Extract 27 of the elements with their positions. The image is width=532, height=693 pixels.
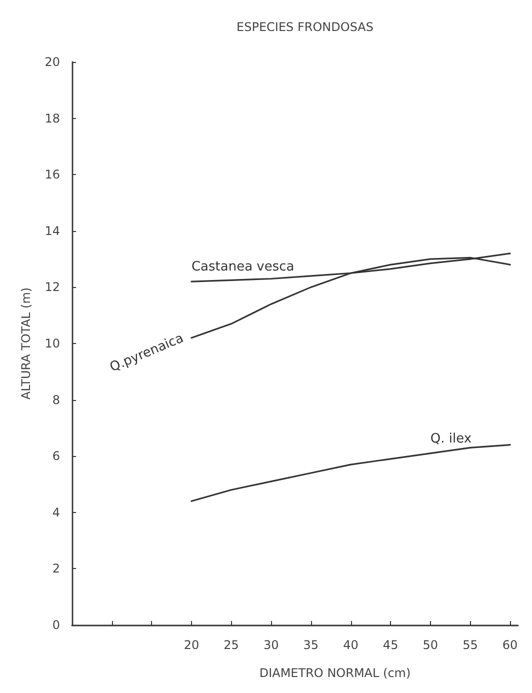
x-axis-title: DIAMETRO NORMAL (cm) [259, 666, 411, 680]
x-tick-label: 20 [184, 638, 200, 652]
x-tick-label: 60 [502, 638, 518, 652]
y-tick-label: 8 [52, 392, 60, 407]
x-tick-label: 50 [422, 638, 438, 652]
y-tick-label: 0 [52, 618, 60, 632]
chart-title: ESPECIES FRONDOSAS [236, 20, 374, 34]
y-tick-label: 20 [44, 55, 60, 69]
y-tick-label: 14 [44, 224, 60, 238]
x-tick-label: 25 [224, 638, 239, 652]
y-tick-label: 2 [52, 562, 60, 576]
y-tick-label: 10 [44, 336, 60, 350]
x-tick-label: 40 [343, 638, 358, 652]
line-series [190, 444, 511, 502]
y-tick-label: 6 [52, 449, 60, 464]
series-label: Castanea vesca [191, 260, 294, 275]
y-tick-label: 18 [44, 111, 60, 126]
y-tick-label: 16 [44, 168, 60, 182]
line-series [190, 256, 511, 339]
x-tick-label: 30 [263, 638, 279, 652]
x-tick-label: 45 [382, 638, 398, 652]
y-tick-label: 12 [44, 280, 60, 294]
x-tick-label: 55 [462, 638, 478, 652]
y-tick-label: 4 [52, 505, 60, 520]
y-axis-title: ALTURA TOTAL (m) [19, 287, 33, 400]
series-label: Q. ilex [430, 431, 472, 446]
x-tick-label: 35 [303, 638, 319, 652]
